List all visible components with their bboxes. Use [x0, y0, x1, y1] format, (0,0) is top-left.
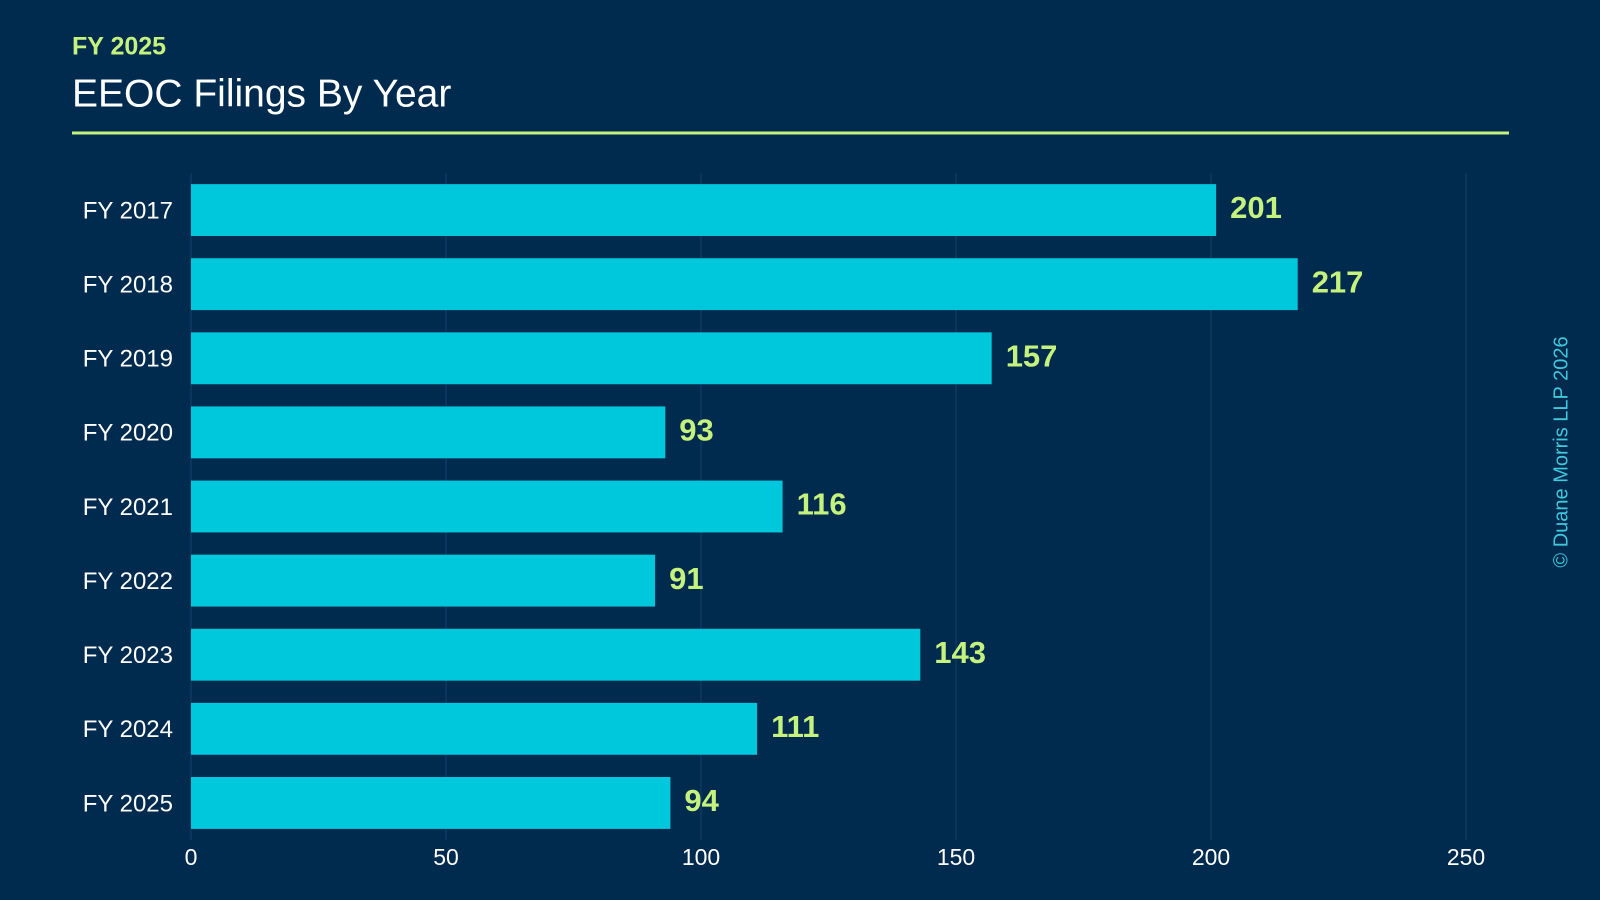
copyright: © Duane Morris LLP 2026 — [1550, 336, 1572, 567]
y-tick-label: FY 2022 — [83, 568, 173, 595]
x-tick-label: 150 — [937, 844, 975, 870]
chart-subtitle: FY 2025 — [72, 33, 166, 61]
data-label: 116 — [797, 487, 847, 522]
bar — [191, 628, 921, 681]
bar — [191, 554, 656, 607]
data-label: 157 — [1006, 338, 1058, 373]
y-tick-label: FY 2021 — [83, 494, 173, 521]
chart-title: EEOC Filings By Year — [72, 72, 451, 115]
y-tick-label: FY 2019 — [83, 346, 173, 373]
y-tick-label: FY 2024 — [83, 716, 173, 743]
bar — [191, 184, 1217, 236]
x-tick-label: 100 — [682, 844, 720, 870]
x-tick-label: 0 — [185, 844, 198, 870]
x-tick-label: 200 — [1192, 844, 1230, 870]
x-tick-label: 50 — [433, 844, 459, 870]
data-label: 217 — [1312, 264, 1364, 299]
y-tick-label: FY 2018 — [83, 272, 173, 299]
x-tick-label: 250 — [1447, 844, 1485, 870]
y-tick-label: FY 2025 — [83, 790, 173, 817]
bar — [191, 332, 992, 385]
bar — [191, 777, 671, 829]
bar — [191, 258, 1298, 311]
y-tick-label: FY 2017 — [83, 197, 173, 224]
y-tick-label: FY 2020 — [83, 420, 173, 447]
data-label: 94 — [684, 783, 719, 818]
data-label: 201 — [1230, 190, 1282, 225]
data-label: 143 — [934, 635, 986, 670]
data-label: 93 — [679, 413, 713, 448]
bar — [191, 702, 758, 755]
bar — [191, 480, 783, 533]
data-label: 91 — [669, 561, 703, 596]
bar — [191, 406, 666, 459]
y-tick-label: FY 2023 — [83, 642, 173, 669]
data-label: 111 — [771, 709, 819, 744]
